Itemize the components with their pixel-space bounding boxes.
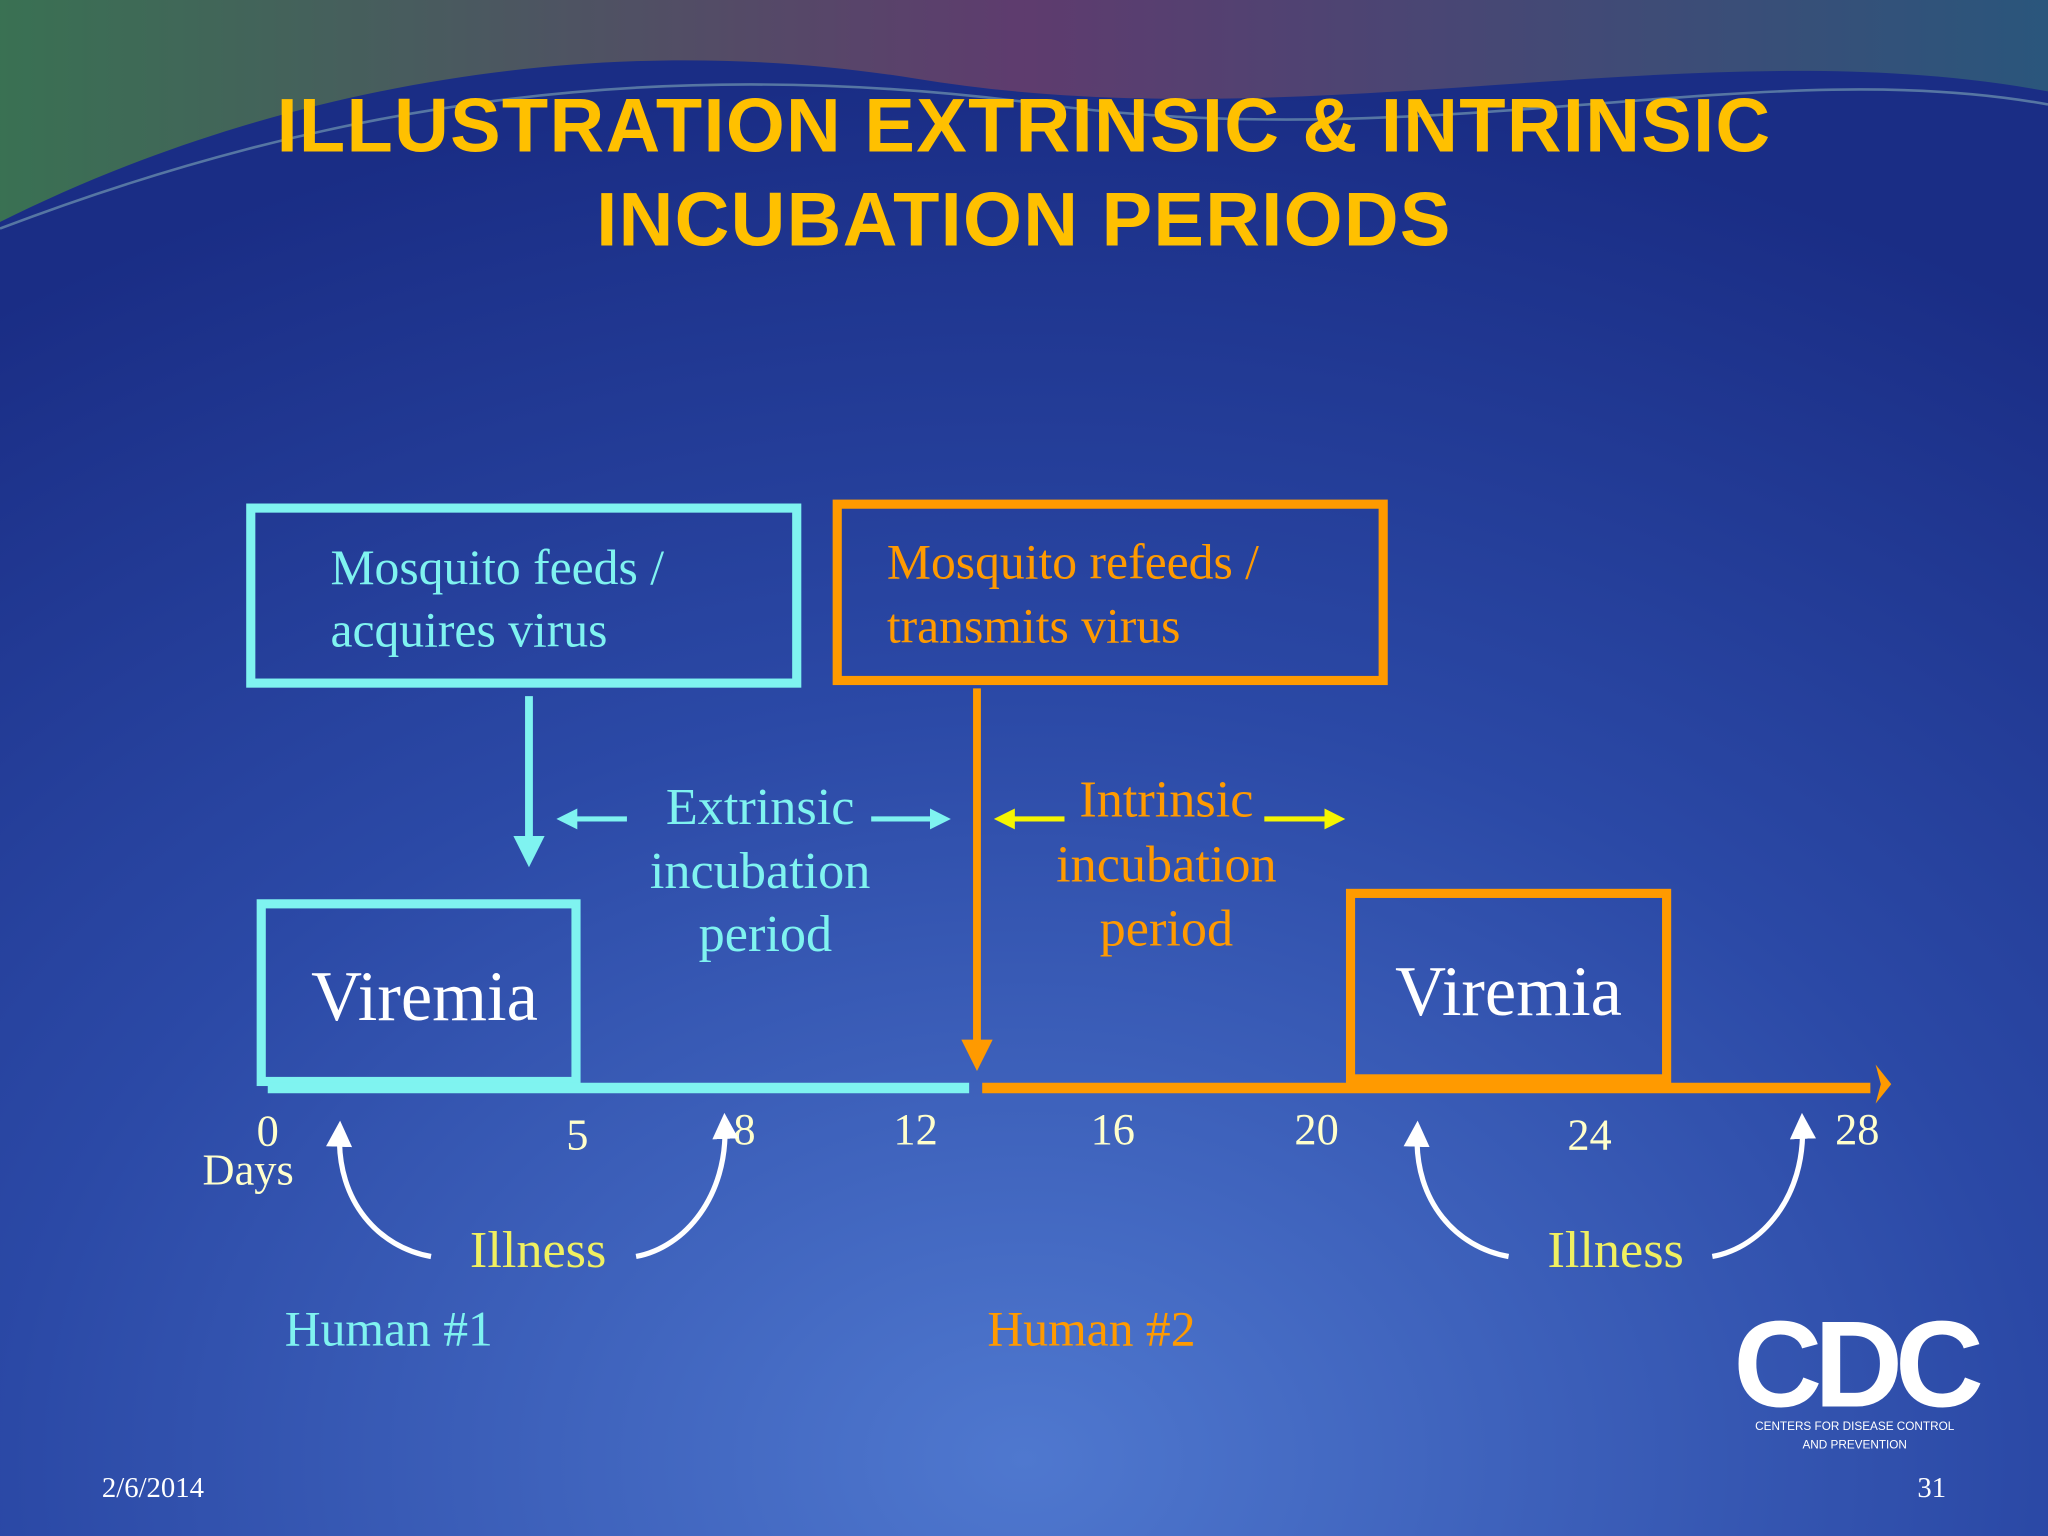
day-tick: 20 — [1294, 1104, 1338, 1154]
box-text: transmits virus — [887, 599, 1181, 654]
logo-subtitle: AND PREVENTION — [1802, 1438, 1906, 1451]
day-tick: 16 — [1091, 1104, 1135, 1154]
acquire-box — [246, 503, 802, 688]
swoosh — [0, 0, 2048, 223]
human-label: Human #1 — [285, 1301, 493, 1356]
day-tick: 24 — [1567, 1109, 1611, 1159]
period-text: incubation — [1056, 836, 1277, 894]
day-tick: 12 — [893, 1104, 937, 1154]
illness-label: Illness — [470, 1221, 606, 1279]
title-line: ILLUSTRATION EXTRINSIC & INTRINSIC — [277, 84, 1772, 169]
box-text: Mosquito refeeds / — [887, 535, 1259, 590]
period-text: incubation — [650, 842, 871, 900]
day-tick: 8 — [733, 1104, 755, 1154]
period-text: Intrinsic — [1079, 770, 1253, 828]
logo-name: CDC — [1733, 1297, 1981, 1434]
day-tick: 28 — [1835, 1104, 1879, 1154]
period-text: period — [699, 905, 832, 963]
swoosh-line — [0, 83, 2048, 230]
viremia-box — [1345, 888, 1672, 1084]
box-text: Mosquito feeds / — [330, 540, 664, 595]
viremia-text: Viremia — [1395, 953, 1622, 1031]
timeline-arrowhead — [1875, 1064, 1892, 1104]
illness-arrow — [1711, 1112, 1816, 1260]
days-label: Days — [203, 1145, 294, 1195]
illness-arrow — [635, 1112, 739, 1260]
illness-arrow — [326, 1120, 432, 1260]
period-text: period — [1100, 900, 1233, 958]
day-tick: 5 — [566, 1109, 588, 1159]
illness-arrow — [1403, 1120, 1510, 1260]
title-line: INCUBATION PERIODS — [596, 178, 1451, 263]
footer-date: 2/6/2014 — [102, 1472, 204, 1504]
transmit-box — [832, 499, 1388, 686]
day-tick: 0 — [257, 1105, 279, 1155]
period-text: Extrinsic — [666, 778, 855, 836]
viremia-box — [256, 899, 581, 1087]
footer-page: 31 — [1917, 1472, 1946, 1504]
logo-subtitle: CENTERS FOR DISEASE CONTROL — [1755, 1420, 1955, 1433]
illness-label: Illness — [1547, 1221, 1683, 1279]
viremia-text: Viremia — [311, 958, 538, 1036]
human-label: Human #2 — [987, 1301, 1195, 1356]
box-text: acquires virus — [330, 603, 607, 658]
